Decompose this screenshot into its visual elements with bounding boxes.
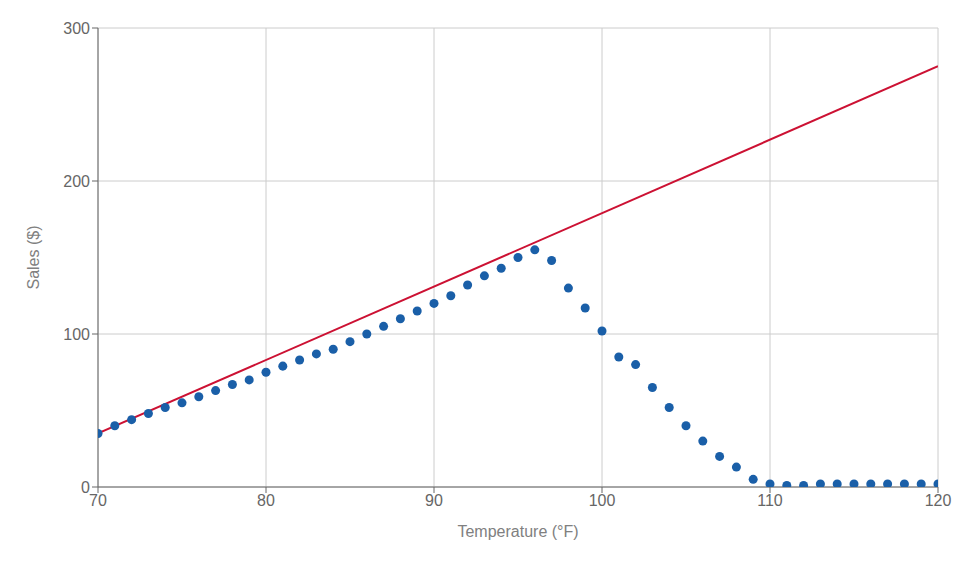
svg-text:100: 100	[63, 326, 90, 343]
svg-text:110: 110	[757, 492, 783, 509]
svg-text:Sales ($): Sales ($)	[25, 225, 42, 289]
svg-text:Temperature (°F): Temperature (°F)	[457, 523, 578, 540]
svg-text:80: 80	[257, 492, 275, 509]
svg-text:120: 120	[925, 492, 952, 509]
svg-text:0: 0	[81, 479, 90, 496]
svg-text:90: 90	[425, 492, 443, 509]
svg-text:100: 100	[589, 492, 616, 509]
svg-text:200: 200	[63, 173, 90, 190]
svg-text:70: 70	[89, 492, 107, 509]
svg-text:300: 300	[63, 20, 90, 37]
